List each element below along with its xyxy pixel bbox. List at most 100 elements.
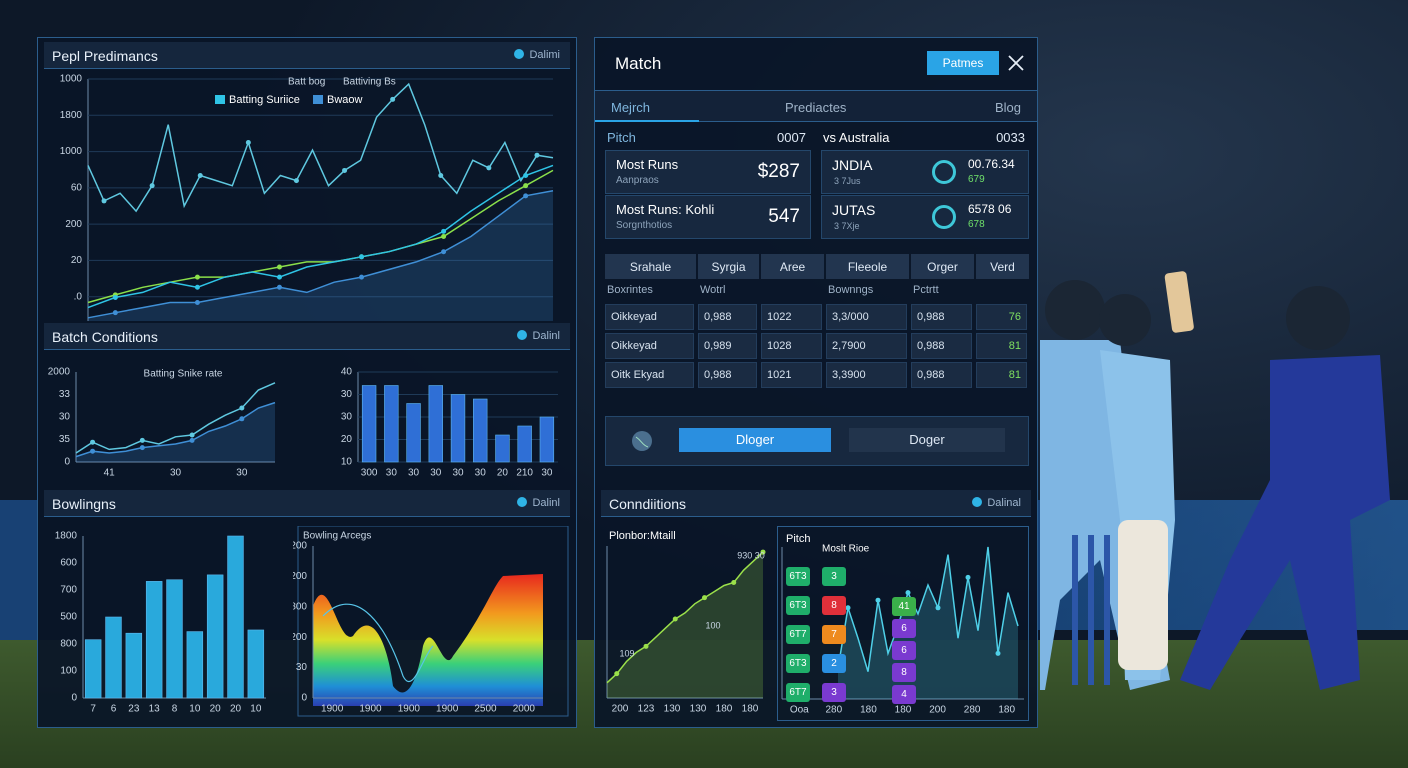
x-tick-label: 23 <box>128 704 140 715</box>
y-tick-label: 30 <box>341 412 353 423</box>
badge: 7 <box>822 625 846 644</box>
y-tick-label: 200 <box>293 541 307 552</box>
table-cell: 3,3900 <box>826 362 907 388</box>
bar <box>84 639 102 699</box>
panel-subtitle: Moslt Rioe <box>822 544 870 555</box>
team-small: 679 <box>968 174 985 185</box>
table-subheader: Pctrtt <box>913 284 939 296</box>
x-tick-label: 1900 <box>398 704 421 715</box>
y-tick-label: 0 <box>71 693 77 704</box>
bar <box>495 434 510 463</box>
y-tick-label: 800 <box>293 601 307 612</box>
badge: 6T3 <box>786 654 810 673</box>
chart-title: Bowling Arcegs <box>303 531 371 542</box>
bar <box>539 416 555 463</box>
predictions-chart: 1000180010006020020.00190019601980190019… <box>60 74 554 321</box>
badge: 6 <box>892 619 916 638</box>
bar <box>206 574 224 699</box>
area <box>76 402 275 462</box>
x-tick-label: 180 <box>860 705 877 716</box>
x-tick-label: 41 <box>104 468 116 479</box>
team-name: JUTAS <box>832 202 876 218</box>
dropdown[interactable]: Dalinl <box>517 330 560 342</box>
players <box>1040 271 1390 690</box>
stat-card: Most Runs Aanpraos $287 <box>605 150 811 194</box>
line <box>837 546 1019 672</box>
x-tick-label: 20 <box>230 704 242 715</box>
x-tick-label: 10 <box>250 704 262 715</box>
dot <box>149 183 155 189</box>
dot <box>112 294 118 300</box>
dot <box>523 183 529 189</box>
card-sub: Sorgnthotios <box>616 220 673 231</box>
dot <box>194 274 200 280</box>
dropdown[interactable]: Dalinal <box>972 497 1021 509</box>
close-button[interactable] <box>1007 54 1025 72</box>
tab-underline <box>595 120 699 122</box>
bar <box>384 385 399 463</box>
annotation: 930 30 <box>737 550 765 560</box>
table-cell: Oikkeyad <box>605 304 694 330</box>
x-tick-label: 20 <box>210 704 222 715</box>
y-tick-label: 500 <box>60 612 77 623</box>
frame <box>297 526 569 717</box>
tab[interactable]: Blog <box>994 100 1021 115</box>
x-tick-label: 180 <box>716 704 733 715</box>
x-tick-label: Ooa <box>790 705 809 716</box>
primary-button[interactable]: Patmes <box>927 51 999 75</box>
dot <box>441 233 447 239</box>
panel-title: Bowlingns <box>52 496 116 512</box>
dropdown[interactable]: Dalinl <box>517 497 560 509</box>
y-tick-label: 600 <box>60 558 77 569</box>
info-num: 0033 <box>996 130 1025 145</box>
y-tick-label: 0 <box>301 693 307 704</box>
legend-label: Battiving Bs <box>343 77 396 88</box>
dot <box>643 643 649 649</box>
team-sub: 3 7Xje <box>834 221 860 231</box>
badge: 6T7 <box>786 683 810 702</box>
team-sub: 3 7Jus <box>834 176 861 186</box>
predictions-panel: Pepl Predimancs Dalimi 1000 1800 1000 60 200… <box>37 37 577 728</box>
dot <box>90 439 96 445</box>
x-tick-label: 20 <box>497 468 509 479</box>
dot <box>189 437 195 443</box>
button[interactable]: Dloger <box>679 428 831 452</box>
table-cell: 1028 <box>761 333 822 359</box>
y-tick-label: 30 <box>341 389 353 400</box>
tab[interactable]: Mejrch <box>611 100 651 115</box>
x-tick-label: 30 <box>408 468 420 479</box>
table-cell: 81 <box>976 362 1027 388</box>
dot <box>845 605 851 611</box>
card-title: Most Runs <box>616 157 679 172</box>
match-panel: Match Patmes Mejrch Prediactes Blog Pitc… <box>594 37 1038 728</box>
badge: 3 <box>822 567 846 586</box>
x-tick-label: 30 <box>452 468 464 479</box>
button[interactable]: Doger <box>849 428 1005 452</box>
stat-card: Most Runs: Kohli Sorgnthotios 547 <box>605 195 811 239</box>
x-tick-label: 180 <box>742 704 759 715</box>
dot <box>359 254 365 260</box>
legend-label: Batt bog <box>288 77 325 88</box>
tab[interactable]: Prediactes <box>785 100 847 115</box>
team-score: 6578 06 <box>968 202 1012 216</box>
legend-label: Batting Suriice <box>229 94 300 106</box>
ball-icon <box>632 431 652 451</box>
team-card: JNDIA 3 7Jus 00.76.34 679 <box>821 150 1029 194</box>
dropdown[interactable]: Dalimi <box>514 49 560 61</box>
y-tick-label: 60 <box>71 182 83 193</box>
panel-title: Conndiitions <box>609 496 687 512</box>
dot <box>441 249 447 255</box>
x-tick-label: 180 <box>895 705 912 716</box>
dot <box>731 579 737 585</box>
area <box>607 552 763 698</box>
table-subheader: Bownngs <box>828 284 874 296</box>
x-tick-label: 10 <box>189 704 201 715</box>
x-tick-label: 30 <box>386 468 398 479</box>
x-tick-label: 2000 <box>513 704 536 715</box>
strike-chart: 2000 33 30 35 0 41 30 30 Batting Snike rate <box>48 367 276 479</box>
dot <box>760 549 766 555</box>
pitch-panel: Ooa 280 180 180 200 280 180 Pitch Moslt Rioe 6T3… <box>777 526 1029 721</box>
x-tick-label: 280 <box>964 705 981 716</box>
pitch-chart: Ooa 280 180 180 200 280 180 Pitch Moslt Rioe <box>781 533 1024 716</box>
team-logo <box>932 205 956 229</box>
